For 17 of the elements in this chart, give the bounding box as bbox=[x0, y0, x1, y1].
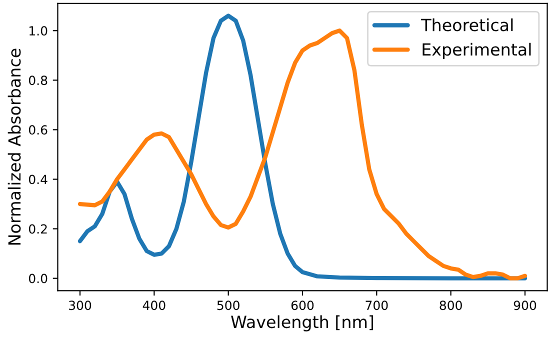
y-axis-title: Normalized Absorbance bbox=[8, 48, 21, 245]
y-tick-label: 0.0 bbox=[28, 274, 48, 284]
x-tick-label: 900 bbox=[514, 300, 536, 310]
x-tick-label: 600 bbox=[291, 300, 314, 310]
x-tick-label: 300 bbox=[69, 300, 92, 310]
x-tick-label: 700 bbox=[366, 300, 388, 310]
legend-label: Theoretical bbox=[421, 18, 513, 32]
x-tick-label: 800 bbox=[440, 300, 462, 310]
x-tick-label: 500 bbox=[217, 300, 240, 310]
legend-label: Experimental bbox=[422, 42, 531, 59]
y-tick-label: 0.2 bbox=[28, 224, 47, 234]
x-tick-label: 400 bbox=[142, 300, 166, 310]
x-axis-title: Wavelength [nm] bbox=[231, 315, 374, 332]
y-tick-label: 0.4 bbox=[28, 174, 48, 184]
y-tick-label: 1.0 bbox=[30, 26, 48, 36]
y-tick-label: 0.6 bbox=[28, 125, 48, 135]
y-tick-label: 0.8 bbox=[28, 76, 48, 86]
